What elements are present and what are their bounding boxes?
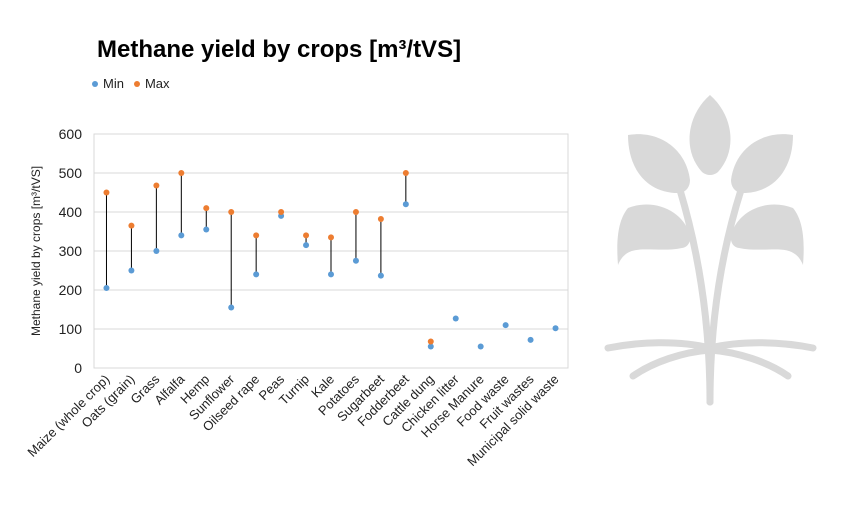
y-tick-label: 500 [59,165,83,181]
y-tick-label: 400 [59,204,83,220]
legend-label-min: Min [103,76,124,91]
legend-marker-min [92,80,98,87]
y-tick-label: 0 [74,360,82,376]
y-tick-label: 100 [59,321,83,337]
min-point [352,257,359,264]
max-point [427,338,434,345]
min-point [552,325,559,332]
min-point [203,226,210,233]
min-point [427,343,434,350]
legend-item-max: Max [133,76,170,91]
min-point [402,201,409,208]
y-tick-label: 600 [59,126,83,142]
min-point [103,285,110,292]
min-point [452,315,459,322]
max-point [178,170,185,176]
max-point [203,205,210,212]
max-point [103,189,110,196]
max-point [253,232,260,239]
min-point [303,242,310,249]
min-point [527,336,534,343]
max-point [328,234,334,241]
min-point [477,343,484,350]
min-point [328,271,334,278]
max-point [153,182,160,189]
chart-legend: Min Max [92,76,170,91]
chart-title: Methane yield by crops [m³/tVS] [97,36,462,63]
max-point [303,232,310,239]
max-point [128,222,135,229]
max-point [377,216,384,223]
legend-marker-max [133,80,140,87]
y-axis-title: Methane yield by crops [m³/tVS] [29,166,43,336]
min-point [253,271,260,278]
y-tick-label: 200 [59,282,83,298]
min-point [502,322,509,329]
legend-label-max: Max [144,76,170,91]
min-point [377,272,384,279]
min-point [128,267,135,274]
max-point [402,170,409,176]
max-point [352,209,359,215]
min-point [178,232,185,239]
y-tick-label: 300 [59,243,83,259]
legend-item-min: Min [92,76,124,91]
min-point [228,304,235,311]
max-point [278,209,285,215]
min-point [153,248,160,254]
max-point [228,209,235,215]
leaf-tree-logo-icon [604,95,817,406]
